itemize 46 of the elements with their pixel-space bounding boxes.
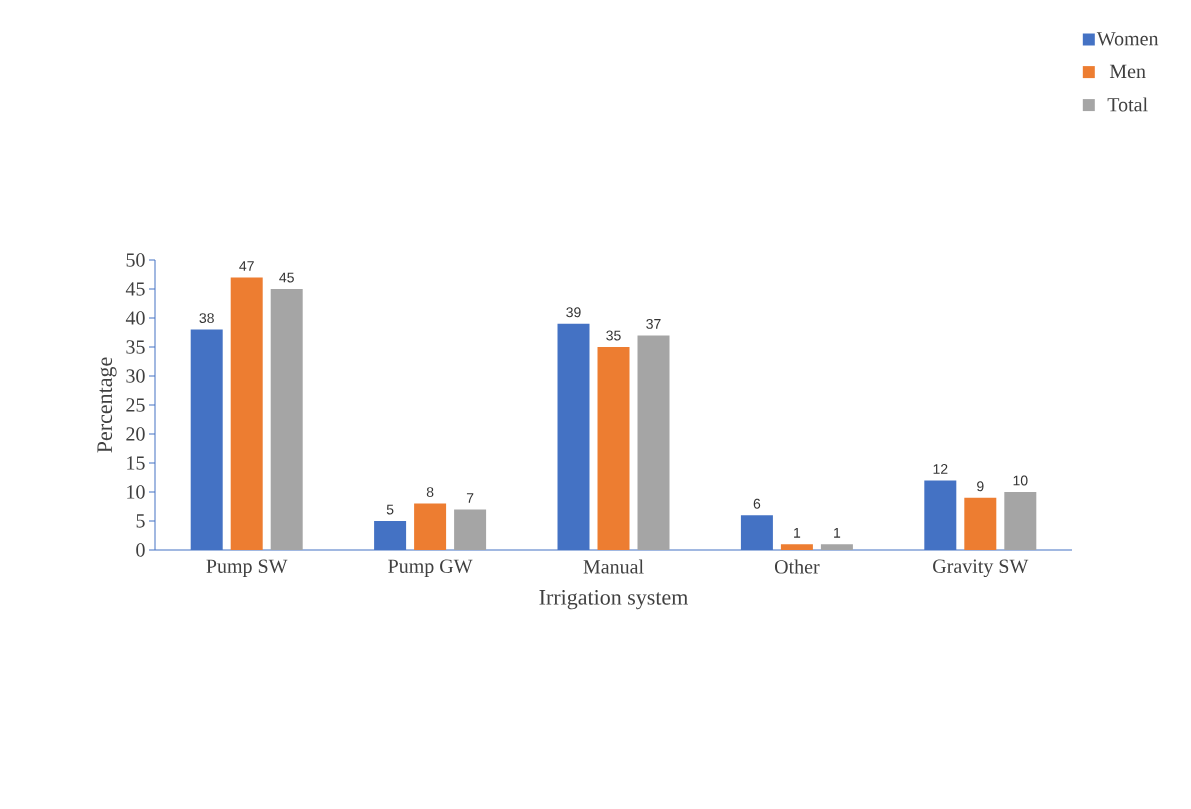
y-tick-label: 15 bbox=[127, 456, 145, 470]
bar bbox=[454, 509, 487, 550]
x-axis-title: Irrigation system bbox=[539, 589, 688, 610]
y-tick-label: 35 bbox=[126, 340, 145, 354]
y-tick-label: 0 bbox=[136, 543, 145, 557]
legend-label: Women bbox=[1096, 32, 1159, 46]
data-label: 6 bbox=[753, 498, 761, 509]
bar bbox=[820, 544, 853, 550]
bar bbox=[414, 503, 447, 550]
bar bbox=[964, 497, 997, 550]
x-tick-label: Pump SW bbox=[206, 559, 288, 578]
y-axis-title: Percentage bbox=[97, 357, 117, 453]
bar bbox=[1004, 492, 1037, 550]
bar bbox=[230, 277, 263, 550]
data-label: 45 bbox=[279, 272, 294, 283]
data-label: 47 bbox=[239, 261, 254, 271]
legend-label: Total bbox=[1107, 97, 1148, 112]
y-tick-label: 5 bbox=[136, 514, 145, 528]
bar bbox=[270, 289, 303, 550]
data-label: 39 bbox=[566, 307, 581, 318]
legend-label: Men bbox=[1109, 64, 1146, 79]
x-tick-label: Pump GW bbox=[388, 559, 473, 578]
y-tick-label: 25 bbox=[126, 398, 145, 412]
bar bbox=[597, 347, 630, 550]
data-label: 7 bbox=[466, 493, 474, 503]
y-tick-label: 45 bbox=[125, 282, 145, 296]
data-label: 9 bbox=[977, 481, 984, 492]
bar bbox=[637, 335, 670, 550]
y-tick-label: 40 bbox=[125, 311, 145, 325]
x-tick-label: Gravity SW bbox=[933, 559, 1029, 578]
y-tick-label: 30 bbox=[126, 369, 145, 383]
data-label: 10 bbox=[1013, 475, 1028, 486]
x-tick-label: Manual bbox=[583, 559, 644, 574]
data-label: 8 bbox=[426, 487, 434, 498]
y-tick-label: 50 bbox=[126, 253, 145, 267]
data-label: 5 bbox=[386, 504, 394, 515]
data-label: 12 bbox=[933, 464, 948, 474]
data-label: 35 bbox=[606, 330, 621, 341]
data-label: 37 bbox=[646, 318, 661, 329]
y-tick-label: 20 bbox=[126, 427, 145, 441]
y-tick-label: 10 bbox=[127, 485, 145, 499]
data-label: 1 bbox=[794, 528, 801, 538]
bar bbox=[780, 544, 813, 550]
x-tick-label: Other bbox=[774, 559, 820, 574]
data-label: 1 bbox=[834, 528, 841, 538]
data-label: 38 bbox=[199, 313, 214, 324]
